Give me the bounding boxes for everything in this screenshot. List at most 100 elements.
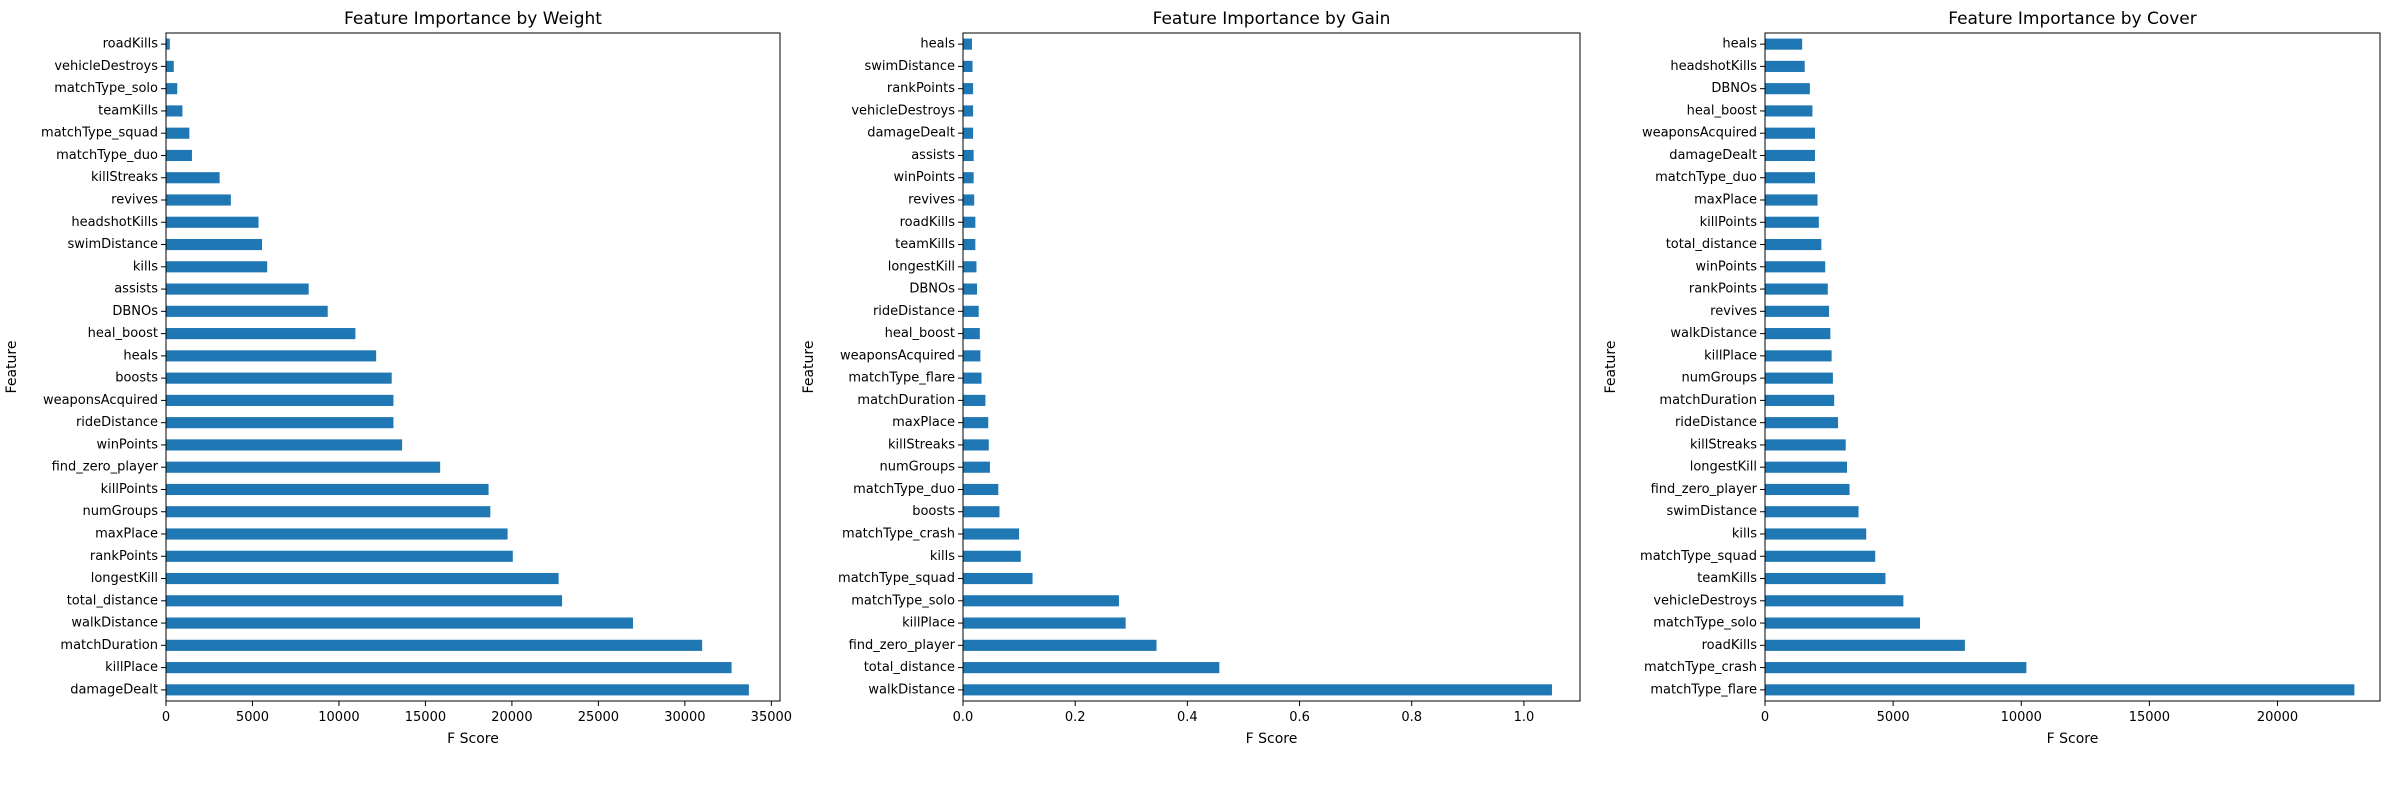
bar-matchType_flare <box>1765 684 2355 696</box>
bar-matchType_squad <box>166 127 190 139</box>
bar-headshotKills <box>166 216 259 228</box>
y-tick-label: rideDistance <box>76 415 158 430</box>
bar-heals <box>166 350 377 362</box>
x-axis-label: F Score <box>2047 731 2099 747</box>
y-tick-label: heals <box>1722 37 1757 52</box>
x-tick-label: 0 <box>162 710 170 725</box>
x-tick-label: 10000 <box>2001 710 2042 725</box>
y-axis-label: Feature <box>1603 341 1619 394</box>
bar-rideDistance <box>963 305 979 317</box>
y-tick-label: matchDuration <box>1659 393 1757 408</box>
y-tick-label: DBNOs <box>112 304 158 319</box>
y-tick-label: longestKill <box>91 571 158 586</box>
bar-DBNOs <box>963 283 978 295</box>
bar-winPoints <box>963 172 974 184</box>
bar-numGroups <box>1765 372 1833 384</box>
bar-weaponsAcquired <box>963 350 981 362</box>
y-tick-label: longestKill <box>888 259 955 274</box>
bar-assists <box>963 149 974 162</box>
bar-killStreaks <box>963 439 989 451</box>
x-tick-label: 30000 <box>664 710 705 725</box>
bar-matchType_flare <box>963 372 982 384</box>
y-tick-label: matchType_duo <box>853 482 955 497</box>
bar-walkDistance <box>166 617 633 629</box>
bar-matchType_duo <box>1765 172 1815 184</box>
chart-panel-3: heals headshotKills DBNOs heal_boostweapons… <box>1603 9 2381 747</box>
bar-kills <box>1765 528 1867 540</box>
bar-matchType_solo <box>963 595 1119 607</box>
y-tick-label: killPlace <box>105 660 158 675</box>
y-tick-label: heal_boost <box>885 326 955 341</box>
y-tick-label: heal_boost <box>1687 103 1757 118</box>
y-tick-label: heal_boost <box>88 326 158 341</box>
y-tick-label: teamKills <box>1697 571 1757 586</box>
y-tick-label: damageDealt <box>867 126 955 141</box>
y-tick-label: headshotKills <box>71 215 158 230</box>
bar-revives <box>1765 305 1830 317</box>
bar-boosts <box>963 506 1000 518</box>
bar-rankPoints <box>1765 283 1828 295</box>
y-tick-label: walkDistance <box>868 682 955 697</box>
bar-winPoints <box>1765 261 1826 273</box>
bar-numGroups <box>166 506 491 518</box>
bar-rankPoints <box>963 83 974 95</box>
bar-killStreaks <box>1765 439 1846 451</box>
bar-matchType_solo <box>1765 617 1921 629</box>
y-tick-label: find_zero_player <box>1651 482 1758 497</box>
bar-revives <box>166 194 231 206</box>
bar-winPoints <box>166 439 403 451</box>
y-tick-label: matchDuration <box>60 638 158 653</box>
y-tick-label: winPoints <box>1695 259 1757 274</box>
y-tick-label: matchType_flare <box>848 371 955 386</box>
y-tick-label: matchType_solo <box>54 81 158 96</box>
bar-vehicleDestroys <box>963 105 974 117</box>
x-tick-label: 0.2 <box>1065 710 1086 725</box>
bar-weaponsAcquired <box>166 394 394 406</box>
x-axis-label: F Score <box>447 731 499 747</box>
y-tick-label: matchType_duo <box>1655 170 1757 185</box>
y-tick-label: maxPlace <box>95 527 158 542</box>
y-tick-label: headshotKills <box>1670 59 1757 74</box>
y-tick-label: assists <box>114 282 158 297</box>
bar-damageDealt <box>963 127 974 139</box>
bar-matchType_crash <box>963 528 1020 540</box>
bar-find_zero_player <box>963 639 1157 651</box>
y-tick-label: matchType_crash <box>842 527 955 542</box>
y-tick-label: killPlace <box>902 616 955 631</box>
bar-maxPlace <box>166 528 508 540</box>
bar-matchDuration <box>1765 394 1835 406</box>
y-tick-label: matchType_duo <box>56 148 158 163</box>
y-tick-label: matchType_squad <box>41 126 158 141</box>
bar-heals <box>1765 38 1803 50</box>
y-tick-label: killPoints <box>1700 215 1758 230</box>
y-tick-label: walkDistance <box>71 616 158 631</box>
y-tick-label: killStreaks <box>91 170 158 185</box>
bar-total_distance <box>1765 238 1822 251</box>
bar-headshotKills <box>1765 60 1805 72</box>
bar-matchType_squad <box>963 572 1033 585</box>
chart-title: Feature Importance by Weight <box>344 9 602 29</box>
y-tick-label: killPoints <box>101 482 159 497</box>
y-tick-label: numGroups <box>1682 371 1758 386</box>
y-tick-label: winPoints <box>96 437 158 452</box>
bar-vehicleDestroys <box>166 60 174 72</box>
y-axis-label: Feature <box>4 341 20 394</box>
y-tick-label: matchType_squad <box>838 571 955 586</box>
y-tick-label: teamKills <box>895 237 955 252</box>
y-tick-label: total_distance <box>1666 237 1757 252</box>
x-tick-label: 20000 <box>2257 710 2298 725</box>
y-tick-label: vehicleDestroys <box>1653 593 1757 608</box>
y-tick-label: DBNOs <box>909 282 955 297</box>
bar-longestKill <box>1765 461 1847 473</box>
bar-matchDuration <box>963 394 986 406</box>
bar-rideDistance <box>166 417 394 429</box>
y-tick-label: matchDuration <box>857 393 955 408</box>
x-tick-label: 0.4 <box>1177 710 1198 725</box>
x-tick-label: 0 <box>1761 710 1769 725</box>
bar-killPoints <box>166 483 489 496</box>
chart-panel-1: roadKills vehicleDestroys matchType_solote… <box>4 9 792 747</box>
bar-rankPoints <box>166 550 513 562</box>
bar-killStreaks <box>166 172 220 184</box>
bar-assists <box>166 283 309 295</box>
y-tick-label: DBNOs <box>1711 81 1757 96</box>
